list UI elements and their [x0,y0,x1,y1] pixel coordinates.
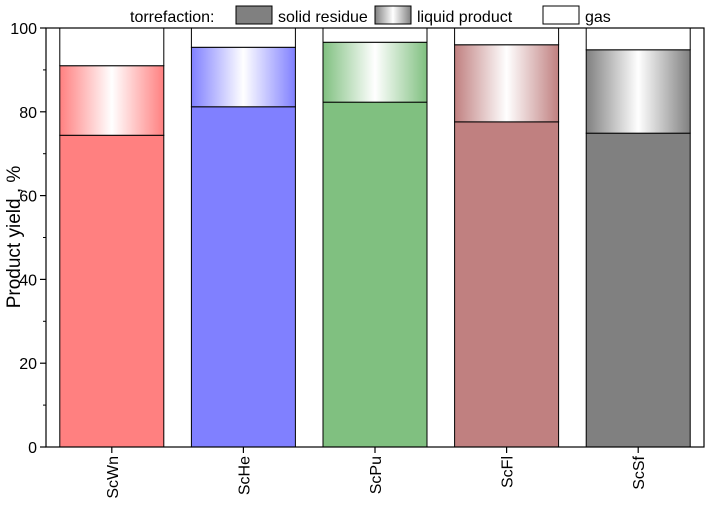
legend-label-solid: solid residue [278,9,368,26]
bar-scpu-solid-residue [322,101,428,448]
legend-swatch-gas [542,5,580,25]
y-tick-label-100: 100 [10,21,37,38]
legend-label-gas: gas [585,9,611,26]
legend-swatch-liquid [374,5,412,25]
legend-label-liquid: liquid product [417,9,513,26]
bar-scsf-solid-residue [585,132,691,448]
bar-scfl-solid-residue [454,121,560,448]
y-tick-label-40: 40 [19,272,37,289]
bar-scsf-gas [585,27,691,51]
legend: torrefaction: solid residue liquid product… [130,5,611,26]
x-tick-label-scwn: ScWn [105,456,122,499]
bar-sche-liquid-product [190,46,296,108]
bar-scwn-liquid-product [59,65,165,136]
bar-scfl-gas [454,27,560,46]
x-tick-label-scfl: ScFl [500,456,517,488]
y-tick-label-80: 80 [19,105,37,122]
y-tick-label-0: 0 [28,440,37,457]
bars [59,27,691,448]
bar-scpu-gas [322,27,428,43]
x-tick-label-scpu: ScPu [368,456,385,494]
bar-sche-gas [190,27,296,48]
x-tick-label-scsf: ScSf [631,455,648,489]
y-tick-label-60: 60 [19,189,37,206]
y-tick-label-20: 20 [19,356,37,373]
legend-swatch-solid [235,5,273,25]
bar-scwn-gas [59,27,165,67]
bar-scsf-liquid-product [585,49,691,134]
bar-scpu-liquid-product [322,41,428,103]
y-axis-label: Product yield , % [4,166,25,309]
legend-title: torrefaction: [130,9,214,26]
bar-scfl-liquid-product [454,44,560,123]
bar-scwn-solid-residue [59,134,165,448]
axes: ScWn ScHe ScPu ScFl ScSf 0 20 40 60 80 100 [10,21,705,499]
x-tick-label-sche: ScHe [236,456,253,495]
bar-sche-solid-residue [190,106,296,448]
